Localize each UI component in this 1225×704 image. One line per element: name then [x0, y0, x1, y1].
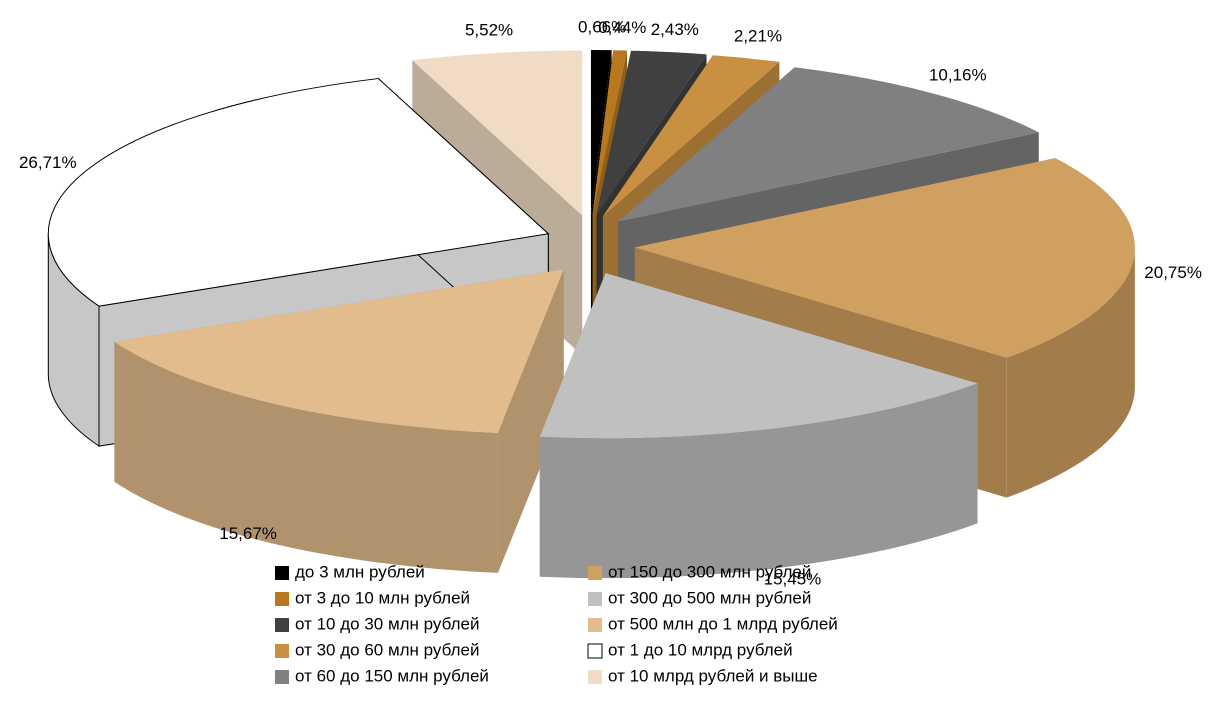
legend-label: от 3 до 10 млн рублей	[295, 588, 470, 607]
slice-top	[602, 55, 780, 217]
slice-wall	[1006, 247, 1135, 498]
slice-top	[590, 50, 612, 216]
slice-top	[596, 50, 707, 216]
slice-top	[412, 50, 583, 216]
legend-label: от 30 до 60 млн рублей	[295, 640, 479, 659]
data-label: 20,75%	[1144, 263, 1202, 282]
legend-label: до 3 млн рублей	[295, 562, 425, 581]
data-label: 15,45%	[764, 569, 822, 588]
slice-top	[634, 158, 1135, 358]
data-label: 2,21%	[734, 27, 782, 46]
legend-label: от 1 до 10 млрд рублей	[608, 640, 793, 659]
data-label: 15,67%	[219, 524, 277, 543]
legend-label: от 500 млн до 1 млрд рублей	[608, 614, 838, 633]
legend-swatch	[275, 566, 289, 580]
slice-top	[47, 78, 550, 307]
legend-label: от 60 до 150 млн рублей	[295, 666, 489, 685]
slice	[539, 273, 978, 579]
data-label: 5,52%	[465, 21, 513, 40]
data-label: 26,71%	[19, 153, 77, 172]
legend-swatch	[588, 566, 602, 580]
slice-top	[539, 273, 978, 439]
slice-top	[618, 67, 1039, 222]
legend-label: от 10 млрд рублей и выше	[608, 666, 818, 685]
legend-swatch	[275, 644, 289, 658]
slice-wall	[539, 383, 978, 579]
legend-swatch	[587, 643, 603, 659]
slice-top	[592, 50, 628, 216]
legend-swatch	[588, 592, 602, 606]
slice-wall	[114, 341, 498, 573]
data-label: 0,44%	[598, 18, 646, 37]
legend-label: от 10 до 30 млн рублей	[295, 614, 479, 633]
slice-top	[114, 269, 564, 433]
legend-swatch	[588, 670, 602, 684]
legend-swatch	[588, 618, 602, 632]
legend-swatch	[275, 670, 289, 684]
legend-label: от 150 до 300 млн рублей	[608, 562, 811, 581]
legend-swatch	[275, 592, 289, 606]
data-label: 10,16%	[929, 66, 987, 85]
legend-label: от 300 до 500 млн рублей	[608, 588, 811, 607]
slice	[114, 269, 564, 573]
data-label: 2,43%	[651, 20, 699, 39]
data-label: 0,66%	[578, 18, 626, 37]
legend-swatch	[275, 618, 289, 632]
